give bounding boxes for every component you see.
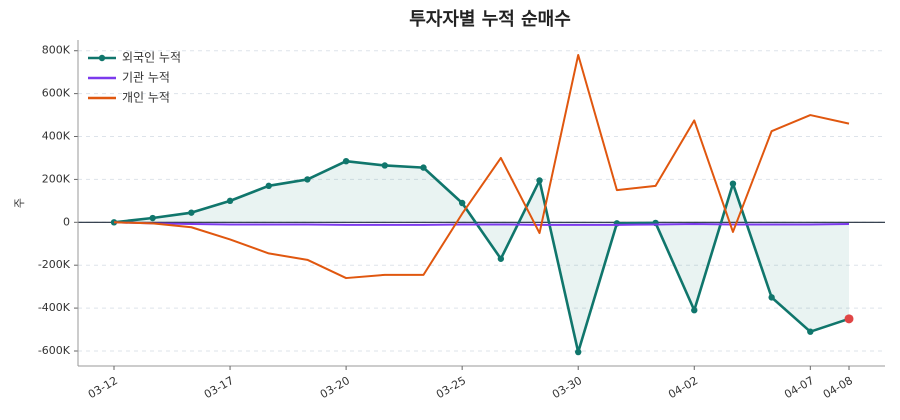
series-marker xyxy=(149,214,156,222)
x-tick-label: 03-30 xyxy=(550,374,584,401)
x-tick-label: 04-07 xyxy=(782,374,816,401)
series-marker xyxy=(729,180,737,187)
series-marker xyxy=(304,176,311,183)
y-tick-label: 400K xyxy=(42,130,71,143)
series-marker xyxy=(188,209,195,216)
y-axis-label: 주 xyxy=(13,198,26,208)
series-marker xyxy=(381,162,388,169)
series-marker xyxy=(691,307,698,314)
x-tick-label: 03-17 xyxy=(202,374,236,401)
series-marker xyxy=(265,182,272,190)
y-tick-label: 200K xyxy=(42,172,71,185)
series-line xyxy=(113,54,850,280)
series-marker xyxy=(768,294,775,301)
series-marker xyxy=(844,314,854,324)
series-marker xyxy=(420,164,427,171)
x-tick-label: 03-12 xyxy=(86,374,120,401)
series-marker xyxy=(575,348,582,356)
series-marker xyxy=(458,199,466,207)
chart-title: 투자자별 누적 순매수 xyxy=(409,9,571,30)
legend-label: 외국인 누적 xyxy=(122,51,181,65)
y-tick-label: 0 xyxy=(63,215,70,228)
x-tick-label: 04-08 xyxy=(821,374,855,401)
x-tick-label: 04-02 xyxy=(666,374,700,401)
series-line xyxy=(113,159,850,354)
y-tick-label: -400K xyxy=(38,301,71,314)
legend-marker xyxy=(98,54,106,62)
legend-label: 기관 누적 xyxy=(122,71,170,85)
y-tick-label: -600K xyxy=(38,344,71,357)
series-marker xyxy=(536,177,543,184)
y-tick-label: -200K xyxy=(38,258,71,271)
x-tick-label: 03-25 xyxy=(434,374,468,401)
legend-label: 개인 누적 xyxy=(122,91,170,105)
y-tick-label: 600K xyxy=(42,87,71,100)
series-marker xyxy=(807,328,814,335)
area xyxy=(114,161,849,353)
y-tick-label: 800K xyxy=(42,44,71,57)
series-marker xyxy=(497,255,505,262)
x-tick-label: 03-20 xyxy=(318,374,352,401)
series-line xyxy=(113,221,850,226)
series-marker xyxy=(342,157,350,165)
series-marker xyxy=(226,197,234,205)
